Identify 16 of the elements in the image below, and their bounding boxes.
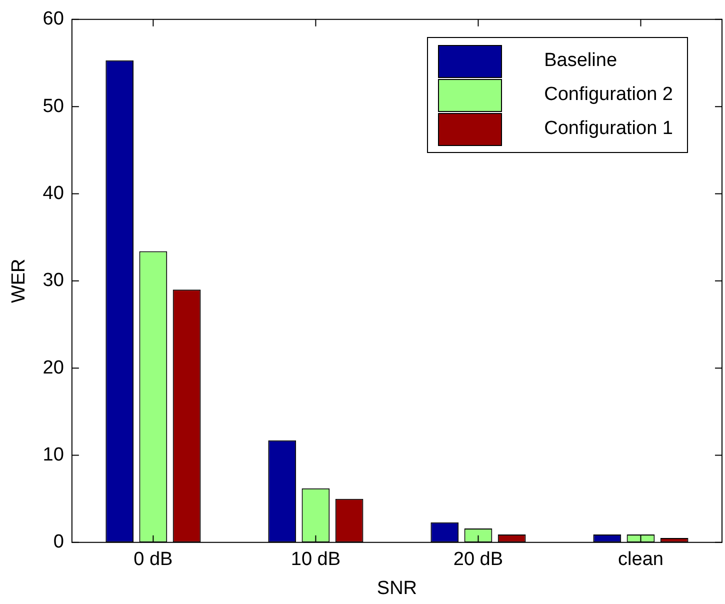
y-tick-label: 60 <box>42 8 64 30</box>
x-tick-label: 0 dB <box>134 549 173 570</box>
x-tick-label: 20 dB <box>453 549 504 570</box>
y-axis-title: WER <box>8 258 30 304</box>
y-tick-label: 40 <box>42 182 64 204</box>
legend-label: Baseline <box>544 50 618 72</box>
y-tick-label: 30 <box>42 270 64 292</box>
y-tick-label: 50 <box>42 96 64 117</box>
x-tick-label: clean <box>618 549 664 570</box>
y-tick-label: 0 <box>53 532 64 553</box>
legend-label: Configuration 2 <box>544 84 673 106</box>
y-tick-label: 10 <box>42 444 64 466</box>
x-axis-title: SNR <box>376 578 418 599</box>
legend-label: Configuration 1 <box>544 118 673 140</box>
y-tick-label: 20 <box>42 357 64 378</box>
x-tick-label: 10 dB <box>290 549 341 570</box>
